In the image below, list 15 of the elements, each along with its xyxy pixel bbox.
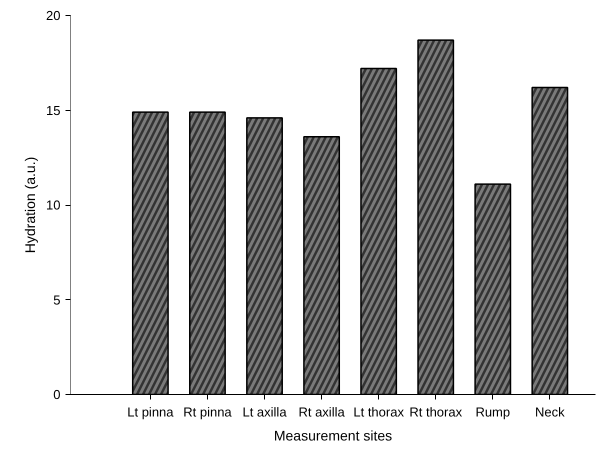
x-tick-label: Rump (475, 404, 510, 420)
x-tick-label: Lt pinna (127, 404, 174, 420)
y-tick-label: 10 (46, 198, 61, 212)
y-tick-label: 5 (53, 292, 61, 308)
y-tick-label: 15 (46, 102, 61, 118)
x-tick-label: Rt thorax (409, 404, 463, 420)
x-tick-label: Neck (535, 404, 566, 420)
y-axis-title: Hydration (a.u.) (22, 156, 38, 254)
y-tick-label: 0 (53, 387, 61, 402)
x-axis-title: Measurement sites (274, 428, 392, 444)
x-tick-label: Lt axilla (242, 404, 288, 420)
y-tick-label: 20 (46, 8, 61, 23)
x-tick-label: Lt thorax (353, 404, 404, 420)
x-tick-label: Rt pinna (183, 404, 232, 420)
x-tick-label: Rt axilla (298, 404, 346, 420)
